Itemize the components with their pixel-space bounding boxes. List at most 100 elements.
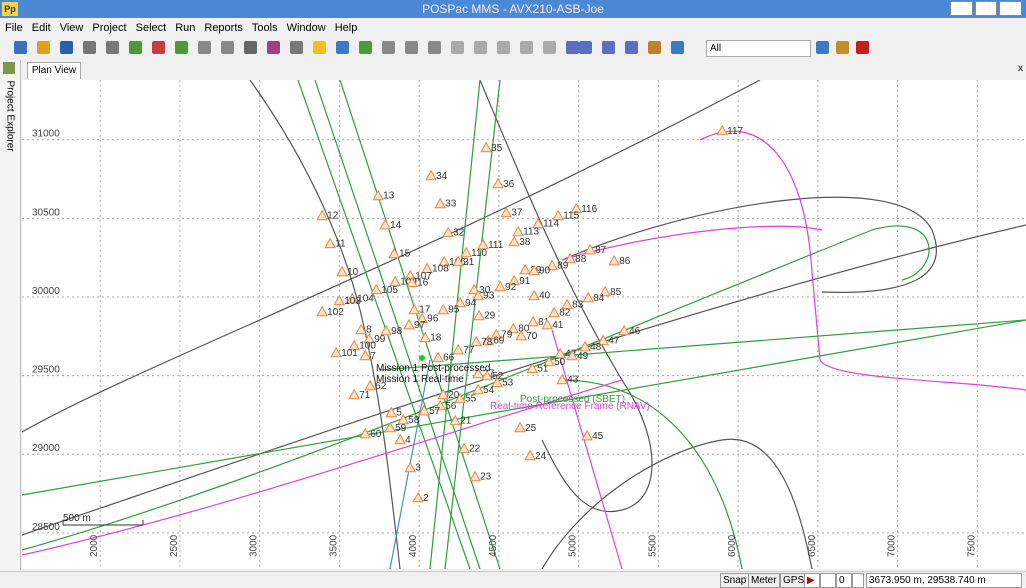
toolbar-button[interactable] bbox=[60, 41, 73, 54]
waypoint-marker[interactable] bbox=[477, 238, 489, 250]
waypoint-marker[interactable] bbox=[507, 322, 520, 334]
waypoint-marker[interactable] bbox=[548, 306, 561, 318]
waypoint-marker[interactable] bbox=[526, 362, 539, 374]
menu-item[interactable]: Select bbox=[135, 21, 167, 34]
waypoint-marker[interactable] bbox=[404, 269, 417, 281]
toolbar-button[interactable] bbox=[359, 41, 372, 54]
waypoint-marker[interactable] bbox=[336, 265, 348, 277]
waypoint-marker[interactable] bbox=[490, 328, 503, 340]
waypoint-marker[interactable] bbox=[438, 255, 451, 267]
menu-item[interactable]: Run bbox=[175, 21, 196, 34]
menu-item[interactable]: Help bbox=[334, 21, 358, 34]
toolbar-button[interactable] bbox=[313, 41, 326, 54]
waypoint-marker[interactable] bbox=[554, 347, 566, 359]
waypoint-marker[interactable] bbox=[333, 294, 346, 306]
waypoint-marker[interactable] bbox=[508, 274, 521, 286]
menu-item[interactable]: Edit bbox=[31, 21, 51, 34]
toolbar-button[interactable] bbox=[451, 41, 464, 54]
toolbar-button[interactable] bbox=[543, 41, 556, 54]
toolbar-button[interactable] bbox=[497, 41, 510, 54]
waypoint-marker[interactable] bbox=[412, 491, 425, 503]
toolbar-button[interactable] bbox=[152, 41, 165, 54]
waypoint-marker[interactable] bbox=[432, 351, 444, 363]
waypoint-marker[interactable] bbox=[468, 283, 481, 295]
toolbar-button[interactable] bbox=[671, 41, 684, 54]
waypoint-marker[interactable] bbox=[379, 218, 392, 230]
waypoint-marker[interactable] bbox=[481, 369, 493, 381]
toolbar-button[interactable] bbox=[474, 41, 487, 54]
waypoint-marker[interactable] bbox=[437, 303, 450, 315]
waypoint-marker[interactable] bbox=[452, 343, 465, 355]
close-button[interactable]: x bbox=[999, 1, 1023, 16]
waypoint-marker[interactable] bbox=[473, 309, 485, 321]
waypoint-marker[interactable] bbox=[330, 346, 343, 358]
toolbar-button[interactable] bbox=[198, 41, 211, 54]
status-toggle[interactable]: Snap bbox=[720, 573, 750, 588]
toolbar-button[interactable] bbox=[336, 41, 349, 54]
waypoint-marker[interactable] bbox=[546, 259, 558, 271]
waypoint-marker[interactable] bbox=[528, 289, 540, 301]
toolbar-button[interactable] bbox=[244, 41, 257, 54]
waypoint-marker[interactable] bbox=[480, 141, 492, 153]
waypoint-marker[interactable] bbox=[470, 335, 483, 347]
toolbar-button[interactable] bbox=[290, 41, 303, 54]
menu-item[interactable]: File bbox=[5, 21, 23, 34]
waypoint-marker[interactable] bbox=[324, 237, 336, 249]
toolbar-button[interactable] bbox=[382, 41, 395, 54]
waypoint-marker[interactable] bbox=[403, 318, 415, 330]
toolbar-button[interactable] bbox=[221, 41, 234, 54]
waypoint-marker[interactable] bbox=[380, 324, 392, 336]
waypoint-marker[interactable] bbox=[584, 243, 596, 255]
waypoint-marker[interactable] bbox=[528, 264, 540, 276]
waypoint-marker[interactable] bbox=[389, 275, 402, 287]
waypoint-marker[interactable] bbox=[527, 315, 540, 327]
waypoint-marker[interactable] bbox=[618, 324, 630, 336]
waypoint-marker[interactable] bbox=[437, 388, 450, 400]
waypoint-marker[interactable] bbox=[408, 303, 421, 315]
waypoint-marker[interactable] bbox=[514, 421, 526, 433]
restore-button[interactable]: ❐ bbox=[974, 1, 998, 16]
toolbar-button[interactable] bbox=[625, 41, 638, 54]
toolbar-button[interactable] bbox=[856, 41, 869, 54]
toolbar-button[interactable] bbox=[428, 41, 441, 54]
waypoint-marker[interactable] bbox=[442, 226, 455, 238]
waypoint-marker[interactable] bbox=[482, 334, 495, 346]
toolbar-button[interactable] bbox=[836, 41, 849, 54]
toolbar-button[interactable] bbox=[129, 41, 142, 54]
waypoint-marker[interactable] bbox=[418, 404, 430, 416]
waypoint-marker[interactable] bbox=[472, 289, 484, 301]
waypoint-marker[interactable] bbox=[460, 246, 473, 258]
toolbar-button[interactable] bbox=[14, 41, 27, 54]
waypoint-marker[interactable] bbox=[599, 285, 611, 297]
toolbar-button[interactable] bbox=[648, 41, 661, 54]
waypoint-marker[interactable] bbox=[543, 355, 555, 367]
waypoint-marker[interactable] bbox=[385, 406, 398, 418]
close-tab[interactable]: x bbox=[1018, 63, 1023, 74]
toolbar-button[interactable] bbox=[83, 41, 96, 54]
waypoint-marker[interactable] bbox=[512, 225, 525, 237]
waypoint-marker[interactable] bbox=[384, 421, 396, 433]
waypoint-marker[interactable] bbox=[364, 379, 377, 391]
waypoint-marker[interactable] bbox=[519, 263, 532, 275]
toolbar-button[interactable] bbox=[106, 41, 119, 54]
waypoint-marker[interactable] bbox=[348, 339, 361, 351]
toolbar-button[interactable] bbox=[175, 41, 188, 54]
toolbar-button[interactable] bbox=[816, 41, 829, 54]
waypoint-marker[interactable] bbox=[566, 349, 578, 361]
app-icon[interactable]: Pp bbox=[2, 2, 18, 16]
waypoint-marker[interactable] bbox=[372, 189, 384, 201]
waypoint-marker[interactable] bbox=[370, 283, 383, 295]
toolbar-button[interactable] bbox=[602, 41, 615, 54]
waypoint-marker[interactable] bbox=[346, 292, 358, 304]
waypoint-marker[interactable] bbox=[515, 329, 528, 341]
toolbar-button[interactable] bbox=[566, 41, 579, 54]
waypoint-marker[interactable] bbox=[359, 349, 372, 361]
waypoint-marker[interactable] bbox=[404, 461, 417, 473]
toolbar-button[interactable] bbox=[579, 41, 592, 54]
waypoint-marker[interactable] bbox=[421, 262, 433, 274]
waypoint-marker[interactable] bbox=[388, 247, 400, 259]
waypoint-marker[interactable] bbox=[494, 280, 507, 292]
waypoint-marker[interactable] bbox=[492, 177, 504, 189]
waypoint-marker[interactable] bbox=[500, 206, 513, 218]
waypoint-marker[interactable] bbox=[524, 449, 536, 461]
